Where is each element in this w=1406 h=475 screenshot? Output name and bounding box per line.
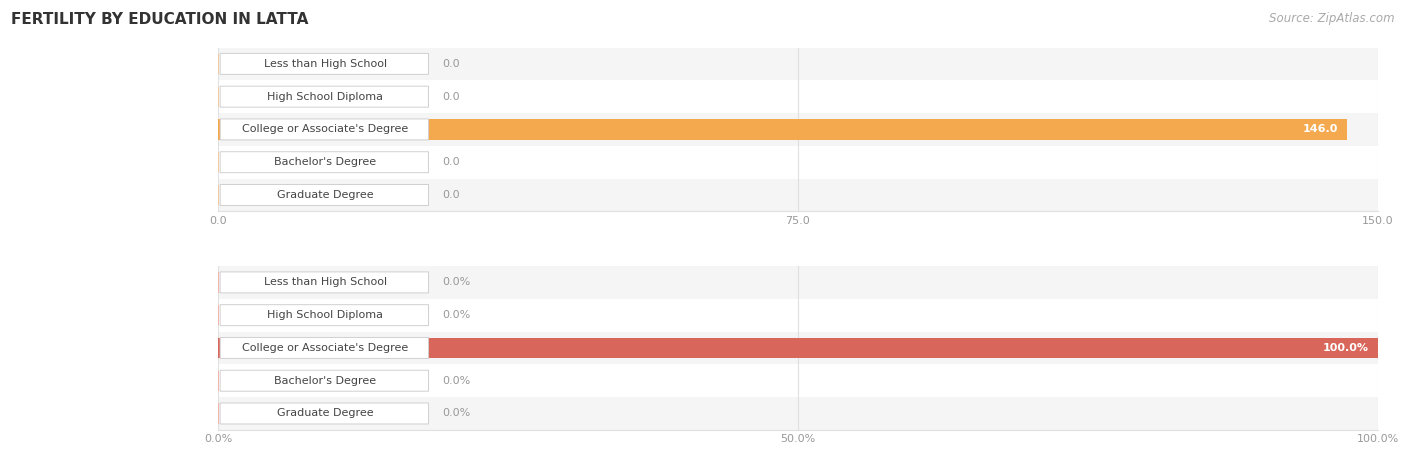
Bar [218, 266, 1378, 299]
Text: College or Associate's Degree: College or Associate's Degree [242, 124, 408, 134]
Bar [218, 113, 1378, 146]
FancyBboxPatch shape [221, 86, 429, 107]
FancyBboxPatch shape [221, 53, 429, 75]
Text: Bachelor's Degree: Bachelor's Degree [274, 157, 377, 167]
Text: FERTILITY BY EDUCATION IN LATTA: FERTILITY BY EDUCATION IN LATTA [11, 12, 309, 27]
Text: Source: ZipAtlas.com: Source: ZipAtlas.com [1270, 12, 1395, 25]
Text: 0.0%: 0.0% [441, 277, 470, 287]
Bar [218, 119, 1347, 140]
FancyBboxPatch shape [221, 184, 429, 206]
Text: Graduate Degree: Graduate Degree [277, 190, 374, 200]
Bar [218, 299, 1378, 332]
FancyBboxPatch shape [221, 337, 429, 359]
Text: Less than High School: Less than High School [264, 59, 387, 69]
Text: High School Diploma: High School Diploma [267, 310, 384, 320]
Bar [218, 338, 1378, 358]
Text: Less than High School: Less than High School [264, 277, 387, 287]
Bar [218, 80, 1378, 113]
FancyBboxPatch shape [221, 272, 429, 293]
FancyBboxPatch shape [221, 152, 429, 173]
Text: 100.0%: 100.0% [1323, 343, 1368, 353]
Text: High School Diploma: High School Diploma [267, 92, 384, 102]
Text: College or Associate's Degree: College or Associate's Degree [242, 343, 408, 353]
Text: 0.0: 0.0 [441, 157, 460, 167]
FancyBboxPatch shape [221, 119, 429, 140]
Text: 0.0%: 0.0% [441, 408, 470, 418]
Bar [218, 179, 1378, 211]
Text: 146.0: 146.0 [1302, 124, 1337, 134]
Bar [218, 364, 1378, 397]
Bar [218, 397, 1378, 430]
FancyBboxPatch shape [221, 403, 429, 424]
Bar [218, 48, 1378, 80]
FancyBboxPatch shape [221, 370, 429, 391]
Text: 0.0: 0.0 [441, 59, 460, 69]
Text: 0.0: 0.0 [441, 92, 460, 102]
Text: 0.0%: 0.0% [441, 310, 470, 320]
Text: Bachelor's Degree: Bachelor's Degree [274, 376, 377, 386]
Text: 0.0%: 0.0% [441, 376, 470, 386]
Bar [218, 332, 1378, 364]
Text: Graduate Degree: Graduate Degree [277, 408, 374, 418]
Text: 0.0: 0.0 [441, 190, 460, 200]
Bar [218, 146, 1378, 179]
FancyBboxPatch shape [221, 304, 429, 326]
